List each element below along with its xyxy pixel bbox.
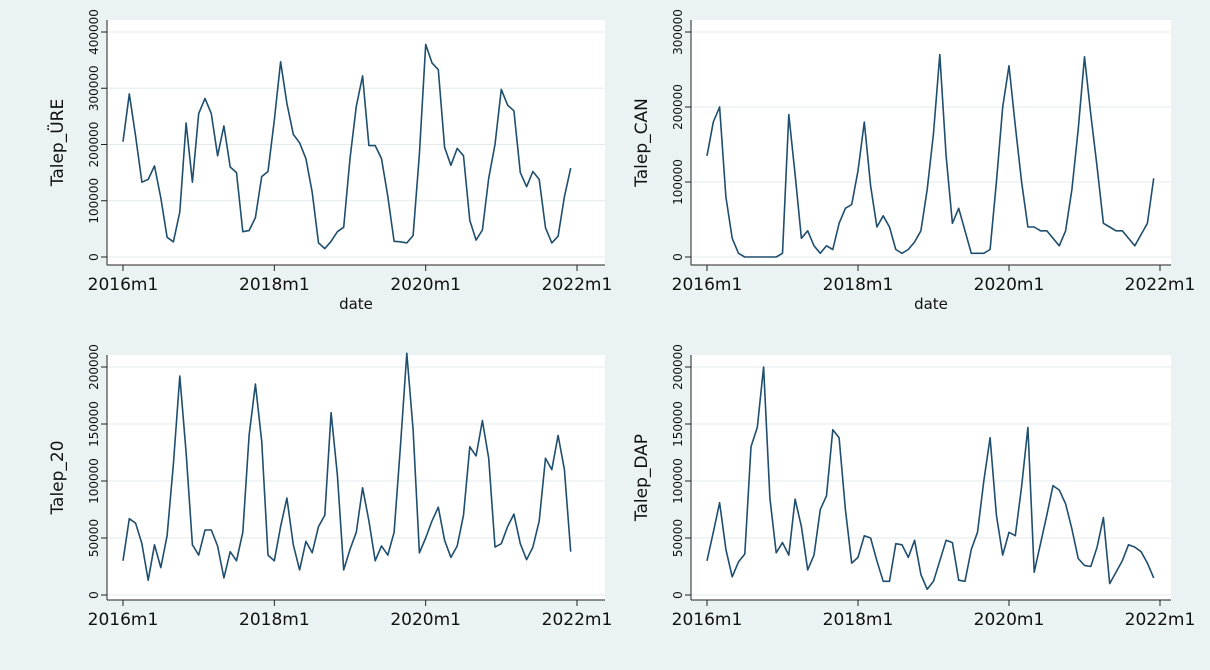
x-tick-label: 2020m1 bbox=[390, 275, 461, 295]
y-tick-label: 200000 bbox=[671, 84, 685, 130]
y-axis-label: Talep_DAP bbox=[632, 434, 652, 522]
x-tick-label: 2022m1 bbox=[1125, 275, 1196, 295]
x-axis-label: date bbox=[339, 295, 373, 313]
series-line bbox=[122, 352, 572, 582]
x-tick-label: 2016m1 bbox=[88, 610, 159, 630]
y-tick-label: 50000 bbox=[87, 519, 101, 557]
y-axis-label: Talep_20 bbox=[48, 440, 68, 515]
y-tick-label: 0 bbox=[671, 591, 685, 599]
panel-4: 0 50000 100000 150000 200000 2016m1 2018m1 2020… bbox=[632, 344, 1195, 630]
y-tick-label: 100000 bbox=[87, 458, 101, 504]
y-tick-label: 50000 bbox=[671, 519, 685, 557]
y-tick-label: 0 bbox=[87, 253, 101, 261]
panel-1: 0 100000 200000 300000 400000 2016m1 2018m1 202… bbox=[46, 9, 612, 313]
y-tick-label: 300000 bbox=[87, 65, 101, 111]
series-line bbox=[706, 53, 1155, 258]
x-tick-label: 2016m1 bbox=[88, 275, 159, 295]
y-tick-label: 150000 bbox=[671, 401, 685, 447]
x-tick-label: 2018m1 bbox=[239, 610, 310, 630]
x-tick-label: 2020m1 bbox=[974, 275, 1045, 295]
y-tick-label: 150000 bbox=[87, 401, 101, 447]
panel-2: 0 100000 200000 300000 2016m1 2018m1 2020m1 202… bbox=[632, 9, 1195, 313]
plot-area bbox=[691, 20, 1171, 265]
x-tick-label: 2018m1 bbox=[823, 275, 894, 295]
y-axis-label: Talep_CAN bbox=[632, 98, 652, 188]
y-tick-label: 200000 bbox=[671, 344, 685, 390]
y-tick-label: 100000 bbox=[671, 458, 685, 504]
x-tick-label: 2018m1 bbox=[239, 275, 310, 295]
plot-area bbox=[691, 355, 1171, 600]
y-tick-label: 300000 bbox=[671, 9, 685, 55]
y-tick-label: 200000 bbox=[87, 344, 101, 390]
y-tick-label: 100000 bbox=[671, 159, 685, 205]
y-tick-label: 0 bbox=[671, 253, 685, 261]
y-axis-label: Talep_ÜRE bbox=[46, 99, 68, 187]
x-tick-label: 2022m1 bbox=[1125, 610, 1196, 630]
x-tick-label: 2016m1 bbox=[672, 610, 743, 630]
y-tick-label: 0 bbox=[87, 591, 101, 599]
y-tick-label: 100000 bbox=[87, 178, 101, 224]
x-tick-label: 2016m1 bbox=[672, 275, 743, 295]
series-line bbox=[122, 43, 572, 250]
y-tick-label: 400000 bbox=[87, 9, 101, 55]
x-tick-label: 2018m1 bbox=[823, 610, 894, 630]
y-tick-label: 200000 bbox=[87, 122, 101, 168]
x-tick-label: 2020m1 bbox=[390, 610, 461, 630]
x-tick-label: 2020m1 bbox=[974, 610, 1045, 630]
panel-3: 0 50000 100000 150000 200000 2016m1 2018m1 2020… bbox=[48, 344, 612, 630]
x-axis-label: date bbox=[914, 295, 948, 313]
plot-area bbox=[107, 355, 605, 600]
series-line bbox=[706, 366, 1155, 591]
x-tick-label: 2022m1 bbox=[542, 275, 613, 295]
plot-area bbox=[107, 20, 605, 265]
x-tick-label: 2022m1 bbox=[542, 610, 613, 630]
